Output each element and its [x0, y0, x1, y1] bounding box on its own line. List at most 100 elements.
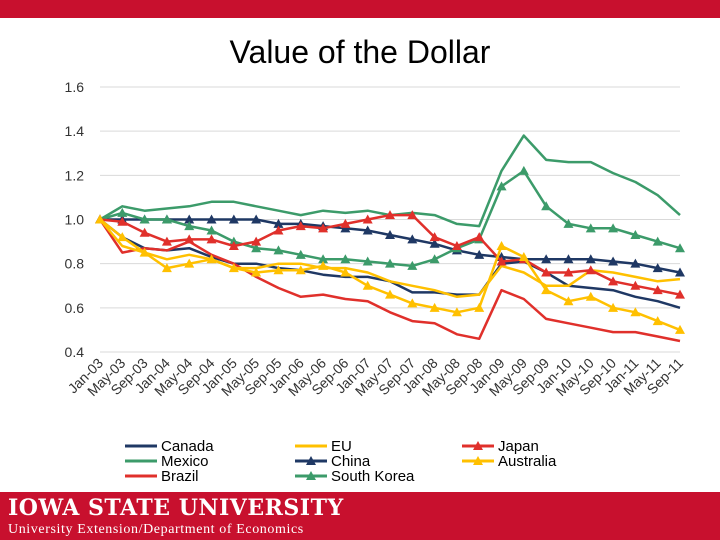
legend-marker — [306, 456, 316, 465]
data-point — [251, 243, 262, 253]
department-name: University Extension/Department of Econo… — [8, 522, 304, 537]
data-point — [95, 214, 105, 224]
data-point — [630, 229, 641, 239]
line-chart: 0.4 0.6 0.8 1.0 1.2 1.4 1.6 Jan-03May-03Sep-03… — [65, 79, 687, 485]
data-point — [429, 302, 440, 312]
data-point — [563, 254, 574, 264]
legend-label: EU — [331, 438, 352, 455]
legend-label: Canada — [161, 438, 214, 455]
series-japan — [95, 210, 685, 299]
legend-item: Canada — [125, 438, 214, 455]
legend-label: Japan — [498, 438, 539, 455]
y-tick-label: 0.8 — [65, 256, 85, 272]
data-point — [206, 234, 217, 244]
data-point — [295, 249, 306, 259]
data-point — [184, 221, 195, 231]
legend-label: Mexico — [161, 453, 209, 470]
data-point — [273, 225, 284, 235]
data-point — [385, 289, 395, 299]
data-point — [541, 285, 552, 295]
data-point — [385, 229, 395, 239]
data-point — [518, 165, 529, 175]
data-point — [184, 234, 195, 244]
legend-item: Australia — [462, 453, 557, 470]
data-point — [318, 254, 329, 264]
data-point — [429, 254, 440, 264]
series-lines — [95, 134, 685, 343]
data-point — [117, 232, 128, 242]
data-point — [340, 218, 351, 228]
legend-item: Brazil — [125, 468, 199, 485]
data-point — [652, 285, 663, 295]
data-point — [184, 214, 195, 224]
y-tick-label: 1.2 — [65, 167, 85, 183]
legend-item: South Korea — [295, 468, 415, 485]
data-point — [585, 254, 596, 264]
data-point — [518, 252, 529, 262]
y-tick-label: 1.6 — [65, 79, 85, 95]
data-point — [273, 218, 284, 228]
data-point — [675, 243, 685, 253]
data-point — [451, 307, 462, 317]
data-point — [608, 256, 619, 266]
data-point — [251, 214, 262, 224]
data-point — [429, 232, 440, 242]
data-point — [362, 256, 373, 266]
data-point — [541, 267, 552, 277]
legend-label: Australia — [498, 453, 557, 470]
data-point — [206, 254, 217, 264]
data-point — [563, 218, 574, 228]
data-point — [117, 207, 128, 217]
data-point — [139, 227, 150, 237]
legend-marker — [306, 471, 316, 480]
data-point — [340, 254, 351, 264]
data-point — [652, 236, 663, 246]
data-point — [385, 258, 395, 268]
series-china — [95, 214, 685, 277]
legend-label: South Korea — [331, 468, 415, 485]
y-tick-label: 0.6 — [65, 300, 85, 316]
data-point — [652, 263, 663, 273]
data-point — [117, 216, 128, 226]
data-point — [652, 316, 663, 326]
x-axis-ticks: Jan-03May-03Sep-03Jan-04May-04Sep-04Jan-… — [65, 355, 687, 399]
data-point — [139, 247, 150, 257]
university-wordmark: IOWA STATE UNIVERSITY — [8, 495, 344, 521]
data-point — [161, 214, 172, 224]
data-point — [585, 265, 596, 275]
y-tick-label: 1.4 — [65, 123, 85, 139]
series-australia — [95, 214, 685, 334]
series-line — [98, 218, 681, 343]
y-tick-label: 0.4 — [65, 344, 85, 360]
data-point — [407, 210, 418, 220]
y-axis-ticks: 0.4 0.6 0.8 1.0 1.2 1.4 1.6 — [65, 79, 85, 360]
data-point — [630, 280, 641, 290]
legend-label: Brazil — [161, 468, 199, 485]
data-point — [362, 280, 373, 290]
data-point — [184, 258, 195, 268]
data-point — [362, 225, 373, 235]
series-line — [99, 218, 681, 299]
legend-marker — [473, 441, 483, 450]
data-point — [251, 267, 262, 277]
data-point — [675, 324, 685, 334]
legend-label: China — [331, 453, 371, 470]
series-brazil — [98, 218, 681, 343]
data-point — [474, 302, 485, 312]
data-point — [273, 265, 284, 275]
data-point — [161, 263, 172, 273]
data-point — [295, 265, 306, 275]
data-point — [206, 225, 217, 235]
data-point — [630, 307, 641, 317]
data-point — [608, 302, 619, 312]
data-point — [451, 241, 462, 250]
data-point — [318, 260, 329, 270]
data-point — [541, 201, 552, 211]
data-point — [474, 249, 485, 259]
data-point — [273, 245, 284, 255]
data-point — [251, 236, 262, 246]
footer-bar: IOWA STATE UNIVERSITY University Extensi… — [0, 492, 720, 540]
data-point — [563, 267, 574, 277]
data-point — [161, 236, 172, 246]
